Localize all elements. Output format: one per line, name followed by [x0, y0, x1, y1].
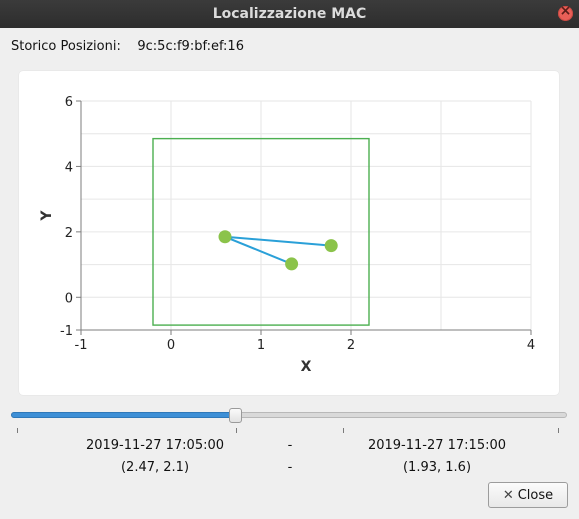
time-slider-fill	[11, 412, 235, 418]
y-tick-label: -1	[60, 324, 73, 339]
y-tick-label: 2	[65, 226, 73, 241]
x-tick-label: 0	[167, 338, 175, 353]
x-tick-label: 2	[347, 338, 355, 353]
position-separator: -	[280, 460, 300, 475]
close-button-label: Close	[518, 488, 553, 503]
end-time: 2019-11-27 17:15:00	[337, 438, 537, 453]
window-close-icon[interactable]	[558, 6, 573, 21]
x-tick-label: 4	[527, 338, 535, 353]
end-position: (1.93, 1.6)	[337, 460, 537, 475]
position-point	[285, 257, 298, 270]
chart-panel: -1 0 1 2 4 -1 0 2 4 6 X Y	[19, 71, 559, 395]
slider-tick	[17, 428, 18, 433]
path-line-layer	[225, 237, 331, 264]
x-tick-label: 1	[257, 338, 265, 353]
slider-tick	[343, 428, 344, 433]
close-icon: ✕	[503, 488, 514, 503]
chart-axes	[76, 101, 531, 335]
x-tick-label: -1	[75, 338, 88, 353]
time-separator: -	[280, 438, 300, 453]
start-time: 2019-11-27 17:05:00	[55, 438, 255, 453]
window-title: Localizzazione MAC	[0, 6, 579, 22]
title-bar: Localizzazione MAC	[0, 0, 579, 28]
close-button[interactable]: ✕ Close	[488, 482, 568, 508]
y-tick-label: 4	[65, 160, 73, 175]
y-axis-title: Y	[39, 210, 55, 222]
time-slider-handle[interactable]	[229, 408, 242, 423]
history-label-text: Storico Posizioni:	[11, 39, 121, 54]
mac-address: 9c:5c:f9:bf:ef:16	[137, 39, 244, 54]
y-tick-label: 6	[65, 95, 73, 110]
axis-labels-layer: -1 0 1 2 4 -1 0 2 4 6 X Y	[39, 95, 535, 375]
y-tick-label: 0	[65, 291, 73, 306]
slider-tick	[558, 428, 559, 433]
slider-tick	[236, 428, 237, 433]
chart-grid	[81, 101, 531, 330]
history-label: Storico Posizioni: 9c:5c:f9:bf:ef:16	[11, 39, 244, 54]
position-point	[219, 230, 232, 243]
x-axis-title: X	[301, 359, 312, 375]
position-point	[325, 239, 338, 252]
position-chart: -1 0 1 2 4 -1 0 2 4 6 X Y	[19, 71, 559, 395]
position-path	[225, 237, 331, 264]
start-position: (2.47, 2.1)	[55, 460, 255, 475]
